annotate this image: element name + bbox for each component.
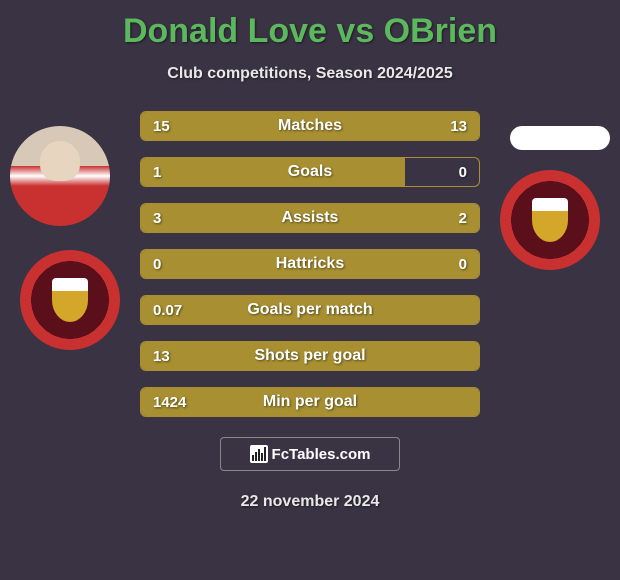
stat-label: Hattricks [141, 255, 479, 273]
stat-right-value: 0 [459, 164, 467, 181]
stat-right-value: 2 [459, 210, 467, 227]
club-badge-left [20, 250, 120, 350]
date-text: 22 november 2024 [0, 493, 620, 511]
stat-label: Goals per match [141, 301, 479, 319]
club-crest-icon [532, 198, 568, 242]
stat-row-hattricks: 0 Hattricks 0 [140, 249, 480, 279]
club-crest-icon [52, 278, 88, 322]
stat-row-goals-per-match: 0.07 Goals per match [140, 295, 480, 325]
player-left-avatar [10, 126, 110, 226]
stat-label: Goals [141, 163, 479, 181]
stat-row-goals: 1 Goals 0 [140, 157, 480, 187]
club-badge-right [500, 170, 600, 270]
stat-row-min-per-goal: 1424 Min per goal [140, 387, 480, 417]
stat-row-matches: 15 Matches 13 [140, 111, 480, 141]
chart-icon [250, 445, 268, 463]
stat-label: Min per goal [141, 393, 479, 411]
footer-label: FcTables.com [272, 446, 371, 463]
page-title: Donald Love vs OBrien [0, 0, 620, 51]
subtitle: Club competitions, Season 2024/2025 [0, 65, 620, 83]
footer-branding[interactable]: FcTables.com [220, 437, 400, 471]
player-right-avatar [510, 126, 610, 150]
stat-right-value: 0 [459, 256, 467, 273]
stat-label: Assists [141, 209, 479, 227]
stat-row-assists: 3 Assists 2 [140, 203, 480, 233]
stat-label: Shots per goal [141, 347, 479, 365]
stat-right-value: 13 [450, 118, 467, 135]
stat-label: Matches [141, 117, 479, 135]
stat-row-shots-per-goal: 13 Shots per goal [140, 341, 480, 371]
